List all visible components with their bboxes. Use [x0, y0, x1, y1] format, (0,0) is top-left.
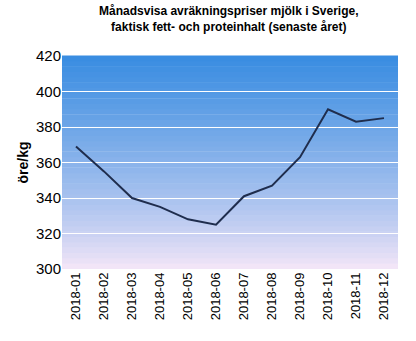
svg-text:400: 400	[36, 83, 61, 100]
svg-text:2018-11: 2018-11	[348, 273, 363, 320]
svg-text:2018-02: 2018-02	[96, 273, 111, 321]
svg-text:2018-09: 2018-09	[292, 273, 307, 321]
svg-text:2018-01: 2018-01	[68, 273, 83, 321]
svg-text:2018-05: 2018-05	[180, 273, 195, 321]
svg-text:2018-06: 2018-06	[208, 273, 223, 321]
svg-text:Månadsvisa avräkningspriser mj: Månadsvisa avräkningspriser mjölk i Sver…	[99, 4, 358, 34]
svg-text:340: 340	[36, 189, 61, 206]
svg-text:2018-10: 2018-10	[320, 273, 335, 321]
svg-text:2018-12: 2018-12	[376, 273, 391, 321]
svg-text:320: 320	[36, 225, 61, 242]
svg-text:2018-03: 2018-03	[124, 273, 139, 321]
svg-text:420: 420	[36, 47, 61, 64]
svg-text:2018-07: 2018-07	[236, 273, 251, 321]
svg-text:2018-04: 2018-04	[152, 273, 167, 321]
svg-text:300: 300	[36, 260, 61, 277]
svg-text:380: 380	[36, 118, 61, 135]
svg-text:2018-08: 2018-08	[264, 273, 279, 321]
svg-text:360: 360	[36, 154, 61, 171]
svg-text:öre/kg: öre/kg	[15, 141, 31, 183]
